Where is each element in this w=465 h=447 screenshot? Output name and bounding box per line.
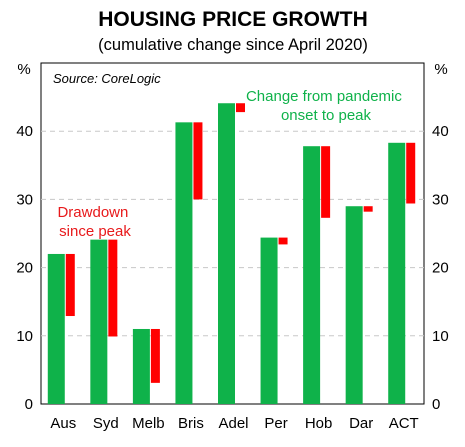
y-tick-right-40: 40	[432, 123, 449, 140]
bar-pandemic-hob	[303, 146, 321, 405]
axis-labels: 0 0 10 10 20 20 30 30 40 40 Aus Syd Melb Bris Adel Per H…	[16, 123, 448, 432]
annotation-pandemic-line-2: onset to peak	[281, 107, 372, 124]
bar-pandemic-aus	[47, 253, 65, 404]
y-tick-right-10: 10	[432, 328, 449, 345]
y-tick-right-30: 30	[432, 191, 449, 208]
y-tick-left-0: 0	[25, 396, 33, 413]
y-tick-left-30: 30	[16, 191, 33, 208]
bar-drawdown-aus	[65, 253, 75, 317]
x-tick-dar: Dar	[349, 415, 373, 432]
bar-drawdown-bris	[193, 122, 203, 200]
bar-pandemic-bris	[175, 122, 193, 405]
bar-drawdown-adel	[236, 103, 245, 113]
bar-pandemic-syd	[90, 239, 108, 404]
y-tick-right-0: 0	[432, 396, 440, 413]
x-tick-hob: Hob	[305, 415, 333, 432]
y-tick-left-20: 20	[16, 260, 33, 277]
annotation-drawdown-line-2: since peak	[59, 223, 131, 240]
x-tick-act: ACT	[389, 415, 419, 432]
bar-drawdown-per	[278, 237, 288, 245]
bar-pandemic-adel	[218, 103, 235, 404]
bar-drawdown-act	[406, 142, 416, 204]
source-note: Source: CoreLogic	[53, 71, 161, 86]
bar-pandemic-act	[388, 142, 406, 404]
annotation-drawdown-line-1: Drawdown	[57, 204, 128, 221]
bars	[47, 103, 416, 405]
bar-pandemic-melb	[132, 328, 150, 404]
y-tick-left-10: 10	[16, 328, 33, 345]
x-tick-syd: Syd	[93, 415, 119, 432]
annotation-pandemic-to-peak: Change from pandemic onset to peak	[246, 88, 406, 124]
annotation-drawdown: Drawdown since peak	[57, 204, 132, 240]
y-unit-right: %	[434, 61, 447, 78]
chart-subtitle: (cumulative change since April 2020)	[98, 36, 368, 54]
bar-drawdown-dar	[363, 206, 373, 212]
bar-drawdown-melb	[150, 328, 160, 383]
x-tick-aus: Aus	[50, 415, 76, 432]
bar-drawdown-syd	[108, 239, 118, 337]
annotation-pandemic-line-1: Change from pandemic	[246, 88, 402, 105]
bar-drawdown-hob	[321, 146, 331, 218]
bar-pandemic-dar	[345, 206, 363, 404]
y-tick-right-20: 20	[432, 260, 449, 277]
y-tick-left-40: 40	[16, 123, 33, 140]
x-tick-per: Per	[264, 415, 287, 432]
x-tick-adel: Adel	[218, 415, 248, 432]
bar-pandemic-per	[260, 237, 278, 404]
x-tick-melb: Melb	[132, 415, 165, 432]
y-unit-left: %	[17, 61, 30, 78]
x-tick-bris: Bris	[178, 415, 204, 432]
chart-title: HOUSING PRICE GROWTH	[98, 8, 368, 31]
